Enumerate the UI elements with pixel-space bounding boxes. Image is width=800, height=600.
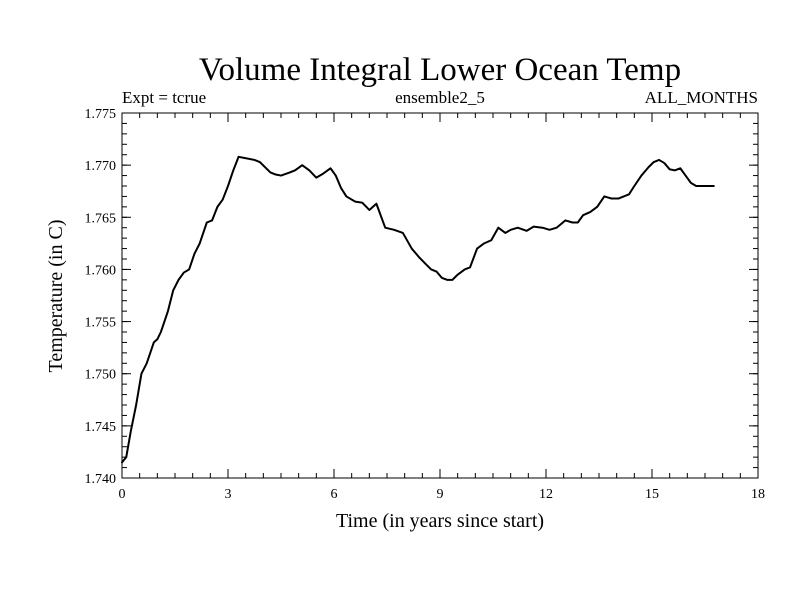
y-axis-label: Temperature (in C) <box>45 220 67 373</box>
x-axis-ticks <box>121 113 759 478</box>
plot-frame <box>121 112 759 479</box>
x-tick-label: 15 <box>645 487 659 502</box>
y-tick-label: 1.750 <box>85 368 117 383</box>
y-tick-label: 1.740 <box>85 472 117 487</box>
x-tick-label: 9 <box>437 487 444 502</box>
x-tick-label: 18 <box>751 487 765 502</box>
experiment-label: Expt = tcrue <box>122 88 206 107</box>
months-label: ALL_MONTHS <box>645 88 758 107</box>
y-tick-label: 1.770 <box>85 159 117 174</box>
temperature-series-line <box>121 155 715 464</box>
y-tick-label: 1.755 <box>85 316 117 331</box>
chart-title: Volume Integral Lower Ocean Temp <box>199 52 681 88</box>
x-tick-label: 3 <box>225 487 232 502</box>
y-tick-label: 1.765 <box>85 211 117 226</box>
y-axis-tick-labels: 1.740 1.745 1.750 1.755 1.760 1.765 1.770 1.775 <box>85 107 117 487</box>
y-tick-label: 1.760 <box>85 263 117 278</box>
x-tick-label: 6 <box>331 487 338 502</box>
x-tick-label: 0 <box>119 487 126 502</box>
y-tick-label: 1.745 <box>85 420 117 435</box>
x-tick-label: 12 <box>539 487 553 502</box>
ensemble-label: ensemble2_5 <box>395 88 485 107</box>
y-tick-label: 1.775 <box>85 107 117 122</box>
y-axis-ticks <box>122 112 758 479</box>
x-axis-tick-labels: 0 3 6 9 12 15 18 <box>119 487 766 502</box>
x-axis-label: Time (in years since start) <box>336 510 544 532</box>
